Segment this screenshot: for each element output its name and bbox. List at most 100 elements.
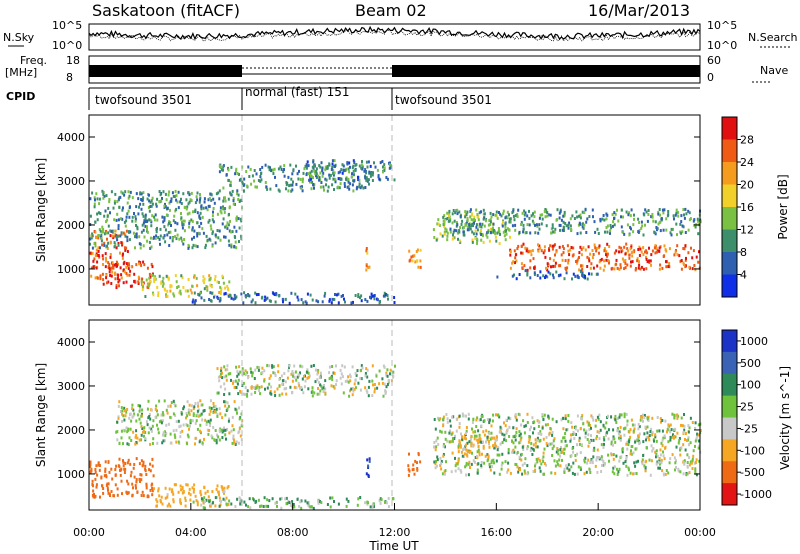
scatter-cell — [626, 247, 629, 251]
scatter-cell — [682, 443, 685, 447]
scatter-cell — [414, 459, 417, 463]
scatter-cell — [109, 273, 112, 277]
scatter-cell — [364, 374, 367, 378]
scatter-cell — [172, 292, 175, 296]
scatter-cell — [280, 167, 283, 171]
scatter-cell — [476, 416, 479, 420]
scatter-cell — [684, 265, 687, 269]
scatter-cell — [542, 437, 545, 441]
scatter-cell — [382, 170, 384, 174]
scatter-cell — [316, 372, 319, 376]
scatter-cell — [541, 413, 544, 417]
scatter-cell — [496, 435, 498, 439]
scatter-cell — [385, 176, 388, 179]
scatter-cell — [678, 437, 681, 440]
scatter-cell — [249, 367, 252, 371]
scatter-cell — [184, 504, 187, 508]
scatter-cell — [298, 505, 301, 508]
scatter-cell — [696, 217, 699, 221]
scatter-cell — [525, 231, 528, 235]
scatter-cell — [226, 293, 229, 297]
scatter-cell — [641, 224, 644, 228]
scatter-cell — [314, 172, 317, 176]
scatter-cell — [91, 234, 94, 238]
colorbar-cell — [722, 417, 737, 440]
scatter-cell — [119, 195, 122, 199]
scatter-cell — [602, 436, 605, 440]
scatter-cell — [577, 257, 580, 261]
scatter-cell — [322, 171, 325, 175]
scatter-cell — [118, 278, 121, 282]
scatter-cell — [140, 198, 143, 201]
scatter-cell — [535, 223, 538, 227]
scatter-cell — [578, 268, 581, 272]
scatter-cell — [472, 430, 475, 434]
scatter-cell — [225, 224, 228, 228]
scatter-cell — [554, 253, 556, 257]
scatter-cell — [162, 220, 165, 224]
scatter-cell — [607, 259, 610, 263]
scatter-cell — [526, 214, 529, 218]
scatter-cell — [162, 276, 165, 280]
scatter-cell — [138, 409, 141, 413]
scatter-cell — [699, 220, 702, 224]
scatter-cell — [196, 245, 199, 249]
scatter-cell — [592, 438, 595, 442]
scatter-cell — [491, 465, 494, 468]
scatter-cell — [438, 223, 441, 227]
scatter-cell — [656, 227, 659, 231]
scatter-cell — [291, 500, 294, 504]
scatter-cell — [628, 256, 631, 260]
scatter-cell — [228, 392, 231, 396]
scatter-cell — [567, 223, 570, 227]
scatter-cell — [106, 218, 109, 222]
scatter-cell — [225, 437, 227, 441]
scatter-cell — [599, 428, 602, 432]
scatter-cell — [188, 193, 191, 197]
scatter-cell — [621, 448, 624, 452]
scatter-cell — [671, 412, 674, 416]
scatter-cell — [623, 415, 626, 419]
scatter-cell — [149, 218, 152, 222]
scatter-cell — [584, 248, 587, 252]
scatter-cell — [138, 477, 141, 481]
scatter-cell — [680, 231, 683, 235]
scatter-cell — [95, 248, 98, 252]
scatter-cell — [171, 239, 174, 243]
scatter-cell — [456, 221, 458, 225]
scatter-cell — [379, 501, 382, 505]
scatter-cell — [137, 404, 140, 407]
scatter-cell — [571, 433, 574, 436]
scatter-cell — [564, 444, 567, 448]
scatter-cell — [120, 241, 123, 245]
scatter-cell — [182, 223, 185, 227]
scatter-cell — [519, 438, 522, 442]
scatter-cell — [150, 408, 153, 412]
scatter-cell — [509, 266, 512, 270]
scatter-cell — [263, 298, 266, 302]
scatter-cell — [586, 438, 589, 441]
scatter-cell — [419, 460, 422, 464]
scatter-cell — [99, 277, 102, 281]
scatter-cell — [546, 444, 549, 448]
scatter-cell — [289, 163, 292, 167]
scatter-cell — [230, 245, 233, 249]
scatter-cell — [523, 462, 526, 465]
scatter-cell — [89, 462, 92, 466]
scatter-cell — [165, 198, 168, 202]
scatter-cell — [134, 219, 137, 223]
scatter-cell — [130, 419, 133, 423]
scatter-cell — [648, 246, 650, 250]
scatter-cell — [365, 160, 368, 164]
scatter-cell — [134, 215, 137, 219]
scatter-cell — [198, 440, 201, 444]
scatter-cell — [234, 407, 237, 411]
scatter-cell — [477, 218, 480, 222]
scatter-cell — [596, 448, 599, 452]
scatter-cell — [170, 401, 173, 405]
scatter-cell — [106, 244, 109, 248]
scatter-cell — [103, 214, 106, 218]
scatter-cell — [146, 227, 148, 231]
scatter-cell — [230, 165, 233, 169]
